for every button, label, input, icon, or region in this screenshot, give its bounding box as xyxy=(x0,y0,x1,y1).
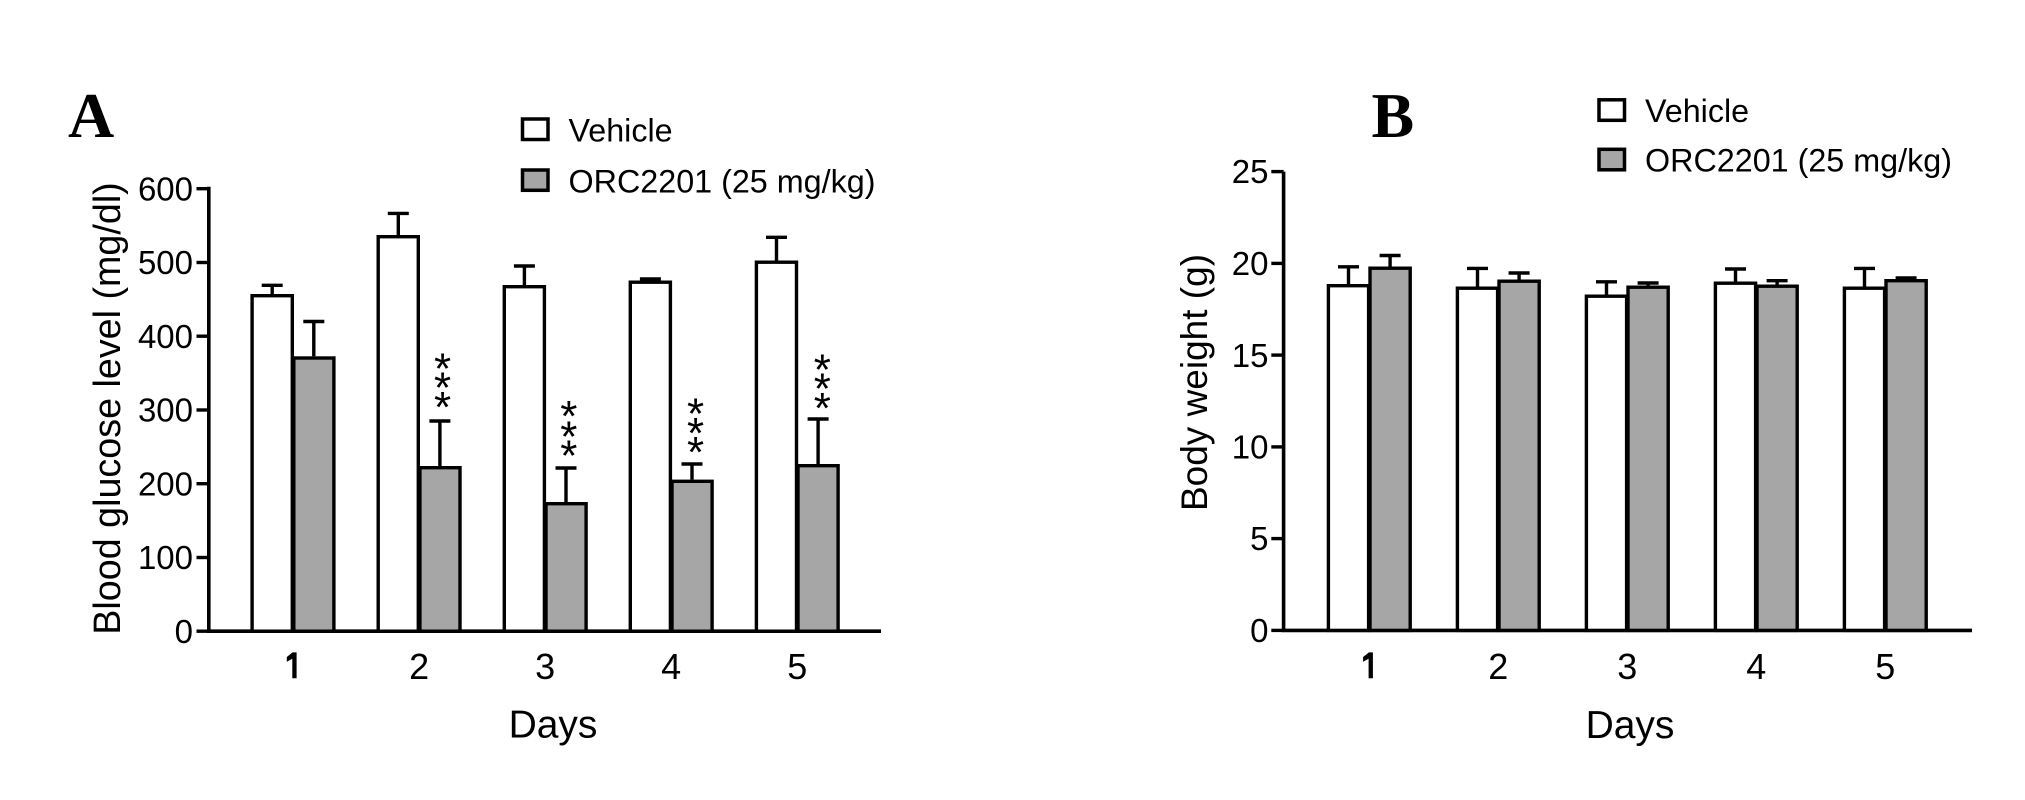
svg-text:4: 4 xyxy=(1746,646,1766,687)
svg-text:*: * xyxy=(560,432,577,481)
svg-text:*: * xyxy=(560,413,577,462)
svg-text:4: 4 xyxy=(661,646,681,687)
svg-text:0: 0 xyxy=(1250,612,1268,649)
svg-text:100: 100 xyxy=(138,539,193,576)
svg-text:*: * xyxy=(814,365,831,414)
svg-text:*: * xyxy=(687,409,704,458)
svg-text:3: 3 xyxy=(535,646,555,687)
svg-text:2: 2 xyxy=(1488,646,1508,687)
svg-text:5: 5 xyxy=(1875,646,1895,687)
svg-text:3: 3 xyxy=(1617,646,1637,687)
svg-text:20: 20 xyxy=(1232,245,1269,282)
svg-text:*: * xyxy=(687,389,704,438)
svg-text:10: 10 xyxy=(1232,429,1269,466)
svg-text:5: 5 xyxy=(1250,520,1268,557)
svg-text:ORC2201 (25 mg/kg): ORC2201 (25 mg/kg) xyxy=(1645,143,1952,179)
svg-text:Blood glucose level (mg/dl): Blood glucose level (mg/dl) xyxy=(86,182,128,634)
svg-text:Vehicle: Vehicle xyxy=(569,112,673,148)
svg-text:200: 200 xyxy=(138,465,193,502)
svg-text:*: * xyxy=(560,392,577,441)
svg-text:ORC2201 (25 mg/kg): ORC2201 (25 mg/kg) xyxy=(569,163,876,199)
svg-text:600: 600 xyxy=(138,170,193,207)
svg-text:300: 300 xyxy=(138,392,193,429)
svg-text:0: 0 xyxy=(175,613,193,650)
svg-text:15: 15 xyxy=(1232,337,1269,374)
svg-text:*: * xyxy=(687,428,704,477)
svg-text:Vehicle: Vehicle xyxy=(1645,93,1749,129)
svg-text:500: 500 xyxy=(138,244,193,281)
svg-text:B: B xyxy=(1372,80,1415,151)
svg-text:*: * xyxy=(434,345,451,394)
svg-text:25: 25 xyxy=(1232,153,1269,190)
svg-text:Days: Days xyxy=(509,704,598,747)
svg-text:5: 5 xyxy=(787,646,807,687)
svg-text:400: 400 xyxy=(138,318,193,355)
svg-text:2: 2 xyxy=(409,646,429,687)
svg-text:*: * xyxy=(434,383,451,432)
svg-text:A: A xyxy=(68,80,114,151)
svg-text:Days: Days xyxy=(1586,704,1675,747)
svg-text:*: * xyxy=(814,346,831,395)
svg-text:*: * xyxy=(434,364,451,413)
svg-text:Body weight (g): Body weight (g) xyxy=(1174,254,1215,511)
svg-text:*: * xyxy=(814,384,831,433)
